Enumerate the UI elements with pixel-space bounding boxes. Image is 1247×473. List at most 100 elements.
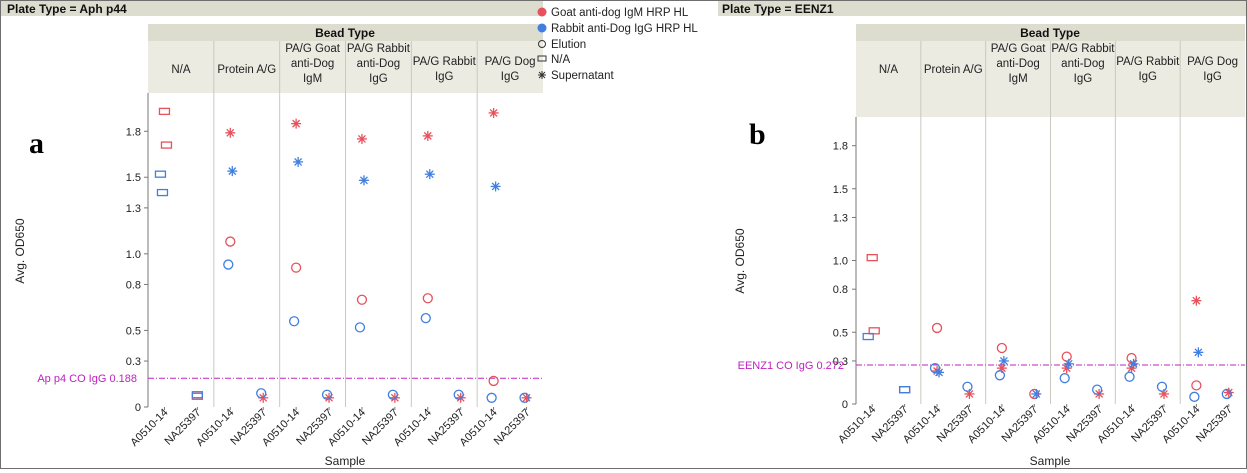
panel-a-x-axis-label: Sample: [325, 454, 366, 468]
panel-a-y-tick-label: 0.8: [126, 279, 141, 291]
panel-a-point-goat-circle: [488, 375, 499, 387]
panel-a-point-rabbit-circle: [453, 389, 464, 400]
panel-b-point-rabbit-circle: [1189, 391, 1200, 402]
panel-b-plate-header: Plate Type = EENZ1: [722, 2, 834, 16]
panel-a-y-tick-label: 1.5: [126, 172, 141, 184]
panel-a-point-goat-rect: [158, 107, 171, 116]
panel-b-y-axis-label: Avg. OD650: [733, 228, 747, 293]
panel-a-point-rabbit-rect: [156, 188, 169, 197]
panel-a-point-rabbit-circle: [387, 389, 399, 400]
panel-b-header-bar: [718, 1, 1246, 16]
panel-a-x-tick-label: NA25397: [492, 407, 533, 448]
panel-b-point-rabbit-star: [1031, 388, 1042, 399]
panel-b-point-rabbit-circle: [1221, 388, 1232, 400]
panel-a-category-label: PA/G Rabbit IgG: [413, 56, 477, 83]
panel-b-point-rabbit-circle: [1124, 371, 1135, 382]
panel-b-letter: b: [749, 118, 766, 151]
panel-a-point-rabbit-star: [227, 166, 238, 177]
panel-a-y-tick-label: 0.3: [126, 356, 141, 368]
panel-a-point-goat-star: [324, 392, 335, 403]
panel-a-bead-type-title: Bead Type: [315, 26, 375, 40]
panel-b-y-tick-label: 1.0: [833, 256, 848, 268]
panel-a-point-rabbit-circle: [354, 322, 366, 333]
panel-b-point-rabbit-star: [1063, 358, 1074, 369]
panel-a-plate-header: Plate Type = Aph p44: [7, 2, 127, 16]
panel-b-y-tick-label: 0: [842, 399, 848, 411]
panel-b-y-tick-label: 1.8: [833, 141, 848, 153]
panel-a-point-goat-star: [488, 107, 499, 118]
panel-b-category-label: PA/G Rabbit anti-Dog IgG: [1051, 43, 1115, 85]
panel-a: Plate Type = Aph p44 Bead Type a Avg. OD…: [1, 1, 543, 468]
panel-a-point-rabbit-circle: [486, 392, 497, 403]
panel-a-y-tick-label: 1.0: [126, 249, 141, 261]
panel-a-point-rabbit-circle: [256, 388, 267, 399]
panel-b-point-rabbit-rect: [898, 385, 911, 394]
panel-a-point-rabbit-circle: [321, 389, 333, 400]
panel-a-point-goat-star: [356, 133, 367, 144]
panel-a-point-goat-star: [291, 118, 302, 129]
panel-b-point-goat-circle: [1061, 351, 1072, 362]
panel-a-series-rabbit: [154, 156, 530, 403]
panel-a-point-goat-circle: [290, 262, 302, 273]
panel-b-reference-line-label: EENZ1 CO IgG 0.272: [738, 360, 844, 372]
legend-elution-label: Elution: [551, 39, 586, 51]
panel-b-point-rabbit-circle: [994, 370, 1006, 381]
panel-b-point-rabbit-circle: [1059, 373, 1070, 384]
panel-a-point-rabbit-star: [490, 181, 501, 192]
legend-na-label: N/A: [551, 54, 571, 66]
panel-b-point-rabbit-star: [998, 355, 1009, 366]
panel-b-bead-type-title: Bead Type: [1020, 26, 1080, 40]
panel-a-point-rabbit-circle: [519, 392, 530, 403]
panel-a-y-tick-label: 1.3: [126, 203, 141, 215]
panel-b-y-tick-label: 0.3: [833, 356, 848, 368]
panel-a-point-goat-star: [455, 392, 466, 403]
panel-b-category-label: N/A: [879, 64, 899, 76]
panel-a-point-rabbit-circle: [420, 313, 431, 324]
panel-b-point-rabbit-circle: [962, 381, 973, 392]
panel-a-point-goat-circle: [356, 294, 368, 305]
panel-a-point-rabbit-rect: [154, 170, 167, 178]
panel-a-point-goat-star: [389, 392, 400, 403]
panel-b-point-goat-circle: [1191, 380, 1202, 391]
legend-rabbit-label: Rabbit anti-Dog IgG HRP HL: [551, 23, 698, 35]
panel-a-bead-type-bar: [148, 24, 543, 41]
panel-b-point-goat-circle: [996, 342, 1008, 354]
panel-b-point-goat-rect: [898, 385, 911, 394]
panel-b-category-label: PA/G Rabbit IgG: [1116, 56, 1180, 83]
panel-b-point-goat-circle: [931, 322, 943, 334]
panel-a-point-rabbit-rect: [191, 391, 204, 399]
panel-a-category-label: PA/G Rabbit anti-Dog IgG: [347, 43, 411, 85]
panel-a-point-goat-circle: [225, 236, 236, 247]
panel-a-point-rabbit-star: [293, 156, 304, 167]
panel-a-category-label: Protein A/G: [217, 64, 276, 76]
panel-a-point-goat-rect: [160, 141, 173, 149]
panel-b-x-axis-label: Sample: [1030, 454, 1071, 468]
panel-b-point-rabbit-circle: [1156, 381, 1168, 392]
panel-b-point-rabbit-star: [1193, 347, 1204, 358]
panel-a-y-tick-label: 0: [135, 402, 141, 414]
legend-elution-marker: [538, 40, 546, 48]
legend-star-marker: [538, 71, 546, 79]
panel-a-point-rabbit-circle: [288, 316, 300, 327]
panel-b-y-tick-label: 1.5: [833, 184, 848, 196]
panel-a-point-goat-star: [422, 130, 433, 141]
panel-b-series-rabbit: [862, 332, 1232, 402]
panel-a-point-goat-star: [225, 127, 236, 138]
panel-a-point-rabbit-star: [424, 169, 435, 180]
panel-b: Plate Type = EENZ1 Bead Type b Avg. OD65…: [718, 1, 1246, 468]
panel-b-point-goat-rect: [866, 253, 878, 262]
panel-b-point-rabbit-rect: [862, 332, 874, 341]
panel-b-point-rabbit-star: [1128, 358, 1139, 369]
panel-b-category-label: PA/G Dog IgG: [1187, 56, 1238, 83]
legend-goat-label: Goat anti-dog IgM HRP HL: [551, 7, 689, 19]
legend-na-marker: [537, 55, 547, 62]
panel-a-category-label: PA/G Dog IgG: [485, 56, 536, 83]
panel-b-category-label: Protein A/G: [924, 64, 983, 76]
panel-a-y-axis-label: Avg. OD650: [13, 218, 27, 283]
panel-a-header-bar: [1, 1, 543, 16]
panel-b-y-tick-label: 0.5: [833, 327, 848, 339]
panel-a-point-rabbit-star: [358, 175, 369, 186]
panel-b-point-rabbit-star: [934, 367, 945, 378]
